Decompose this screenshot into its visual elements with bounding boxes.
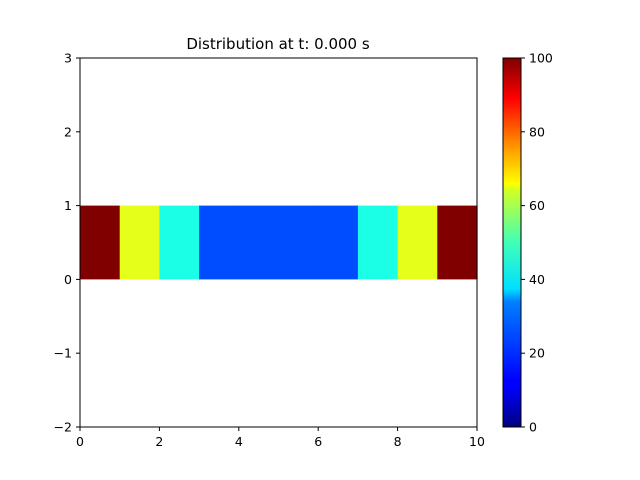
colorbar-tick-label: 60 xyxy=(529,198,545,213)
heatmap-cell xyxy=(199,205,240,280)
y-axis: −2 −1 0 1 2 3 xyxy=(54,51,80,435)
x-tick-label: 4 xyxy=(235,434,243,449)
heatmap-cell xyxy=(437,205,478,280)
heatmap-cell xyxy=(278,205,319,280)
y-tick-label: 2 xyxy=(64,124,72,139)
y-tick-label: −1 xyxy=(54,346,72,361)
chart-title: Distribution at t: 0.000 s xyxy=(186,35,370,53)
colorbar xyxy=(502,57,522,428)
plot-frame xyxy=(79,57,478,428)
colorbar-tick-label: 40 xyxy=(529,272,545,287)
colorbar-tick-label: 80 xyxy=(529,124,545,139)
y-tick-label: 3 xyxy=(64,51,72,66)
x-tick-label: 0 xyxy=(76,434,84,449)
heatmap-cell xyxy=(357,205,399,280)
x-tick-label: 2 xyxy=(155,434,163,449)
y-tick-label: −2 xyxy=(54,420,72,435)
y-tick-label: 1 xyxy=(64,198,72,213)
y-tick-label: 0 xyxy=(64,272,72,287)
heatmap-cells xyxy=(80,205,478,280)
colorbar-tick-label: 100 xyxy=(529,51,553,66)
heatmap-cell xyxy=(80,205,121,280)
heatmap-cell xyxy=(318,205,359,280)
x-axis: 0 2 4 6 8 10 xyxy=(76,427,485,449)
heatmap-cell xyxy=(238,205,280,280)
x-tick-label: 6 xyxy=(314,434,322,449)
x-tick-label: 8 xyxy=(394,434,402,449)
heatmap-cell xyxy=(159,205,200,280)
heatmap-cell xyxy=(397,205,438,280)
colorbar-axis: 0 20 40 60 80 100 xyxy=(521,51,553,435)
heatmap-cell xyxy=(119,205,160,280)
colorbar-tick-label: 0 xyxy=(529,420,537,435)
x-tick-label: 10 xyxy=(469,434,485,449)
colorbar-tick-label: 20 xyxy=(529,346,545,361)
